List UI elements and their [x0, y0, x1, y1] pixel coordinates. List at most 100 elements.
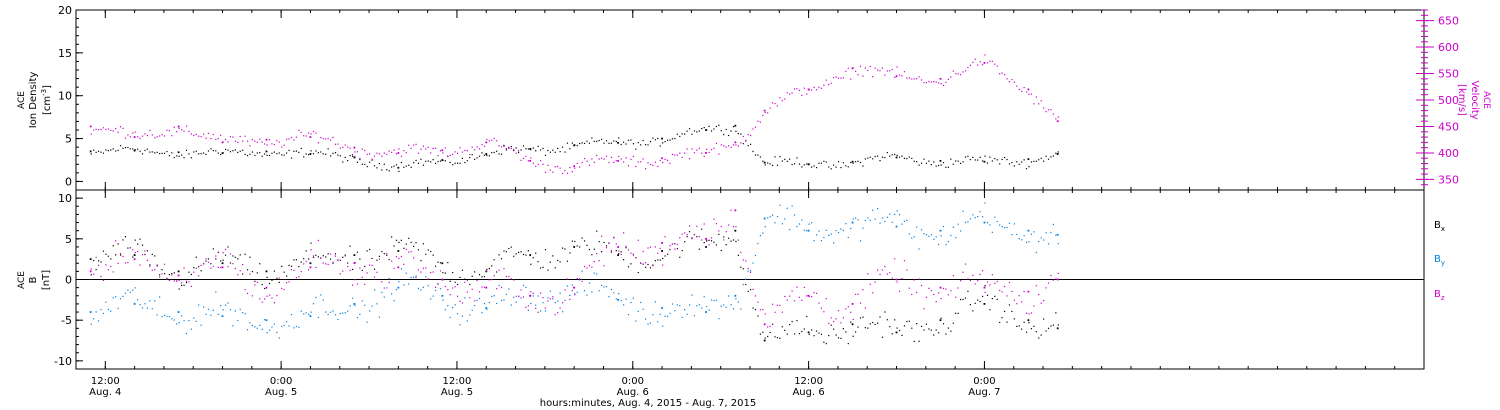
data-point: [640, 301, 642, 304]
data-point: [701, 152, 703, 154]
data-point: [776, 304, 779, 306]
data-point: [588, 248, 591, 251]
data-point: [481, 143, 483, 146]
data-point: [508, 276, 510, 278]
data-point: [855, 70, 857, 72]
data-point: [154, 300, 156, 302]
data-point: [417, 152, 420, 154]
data-point: [1023, 86, 1025, 89]
data-point: [251, 271, 254, 273]
data-point: [632, 143, 634, 145]
data-point: [144, 250, 146, 252]
data-point: [974, 58, 976, 60]
data-point: [295, 150, 297, 152]
data-point: [789, 295, 791, 297]
data-point: [830, 317, 832, 319]
data-point: [391, 166, 393, 168]
data-point: [1033, 103, 1035, 105]
data-point: [1021, 301, 1023, 303]
data-point: [151, 151, 153, 153]
data-point: [193, 317, 195, 319]
data-point: [366, 321, 368, 323]
data-point: [806, 295, 808, 297]
data-point: [181, 129, 183, 131]
data-point: [337, 318, 339, 321]
data-point: [430, 298, 432, 300]
data-point: [837, 337, 840, 339]
data-point: [750, 270, 752, 272]
data-point: [830, 168, 832, 170]
data-point: [264, 298, 266, 300]
data-point: [133, 303, 136, 305]
data-point: [115, 240, 117, 242]
data-point: [579, 278, 581, 280]
data-point: [437, 160, 439, 163]
data-point: [529, 294, 532, 297]
data-point: [999, 224, 1001, 226]
data-point: [383, 152, 385, 154]
data-point: [356, 161, 359, 163]
data-point: [557, 165, 559, 168]
data-point: [156, 265, 158, 267]
series-ion-density: [89, 124, 1059, 173]
data-point: [767, 326, 769, 328]
data-point: [1050, 109, 1052, 111]
data-point: [454, 281, 456, 283]
data-point: [486, 268, 488, 271]
data-point: [745, 139, 747, 141]
data-point: [342, 270, 344, 272]
data-point: [601, 138, 603, 140]
data-point: [1016, 303, 1018, 305]
data-point: [601, 235, 603, 238]
data-point: [642, 250, 644, 253]
data-point: [1030, 93, 1033, 95]
data-point: [395, 153, 398, 155]
data-point: [249, 153, 251, 155]
data-point: [972, 61, 974, 64]
data-point: [657, 321, 659, 323]
data-point: [730, 304, 732, 306]
data-point: [359, 158, 361, 161]
data-point: [469, 283, 471, 286]
data-point: [981, 64, 984, 66]
data-point: [212, 149, 214, 152]
data-point: [952, 226, 954, 228]
data-point: [759, 121, 761, 123]
data-point: [505, 149, 507, 151]
data-point: [315, 296, 317, 299]
data-point: [620, 143, 622, 146]
data-point: [188, 153, 190, 155]
data-point: [752, 288, 754, 291]
data-point: [278, 337, 280, 339]
data-point: [102, 312, 105, 315]
data-point: [1018, 163, 1020, 165]
data-point: [112, 245, 114, 247]
data-point: [339, 155, 341, 157]
data-point: [276, 139, 278, 142]
data-point: [107, 308, 109, 311]
data-point: [625, 245, 627, 247]
data-point: [95, 151, 97, 153]
data-point: [823, 84, 825, 86]
data-point: [850, 161, 852, 164]
data-point: [439, 288, 442, 290]
data-point: [713, 300, 715, 302]
data-point: [139, 304, 141, 306]
data-point: [957, 287, 959, 289]
data-point: [149, 264, 151, 266]
data-point: [500, 146, 503, 148]
data-point: [964, 221, 967, 223]
data-point: [776, 164, 779, 166]
data-point: [432, 295, 434, 297]
data-point: [391, 151, 393, 153]
data-point: [713, 241, 715, 243]
data-point: [542, 147, 544, 149]
data-point: [747, 268, 749, 270]
data-point: [923, 233, 925, 235]
data-point: [1040, 302, 1042, 304]
data-point: [764, 111, 766, 114]
data-point: [647, 263, 649, 266]
data-point: [244, 153, 246, 156]
data-point: [90, 323, 92, 325]
data-point: [784, 218, 786, 220]
